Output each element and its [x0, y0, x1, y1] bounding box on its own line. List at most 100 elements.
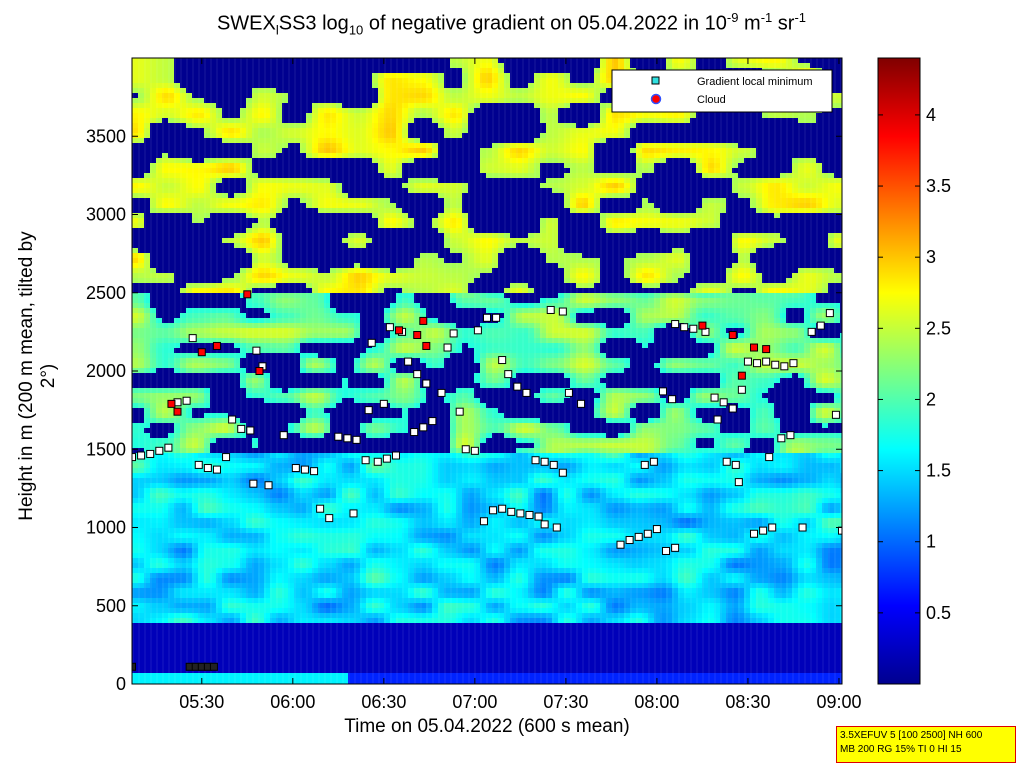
gradient-min-marker — [188, 334, 197, 343]
gradient-min-marker — [146, 449, 155, 458]
cloud-marker — [422, 341, 431, 350]
legend-box — [611, 69, 833, 113]
colorbar-scale — [877, 57, 921, 685]
gradient-min-marker — [364, 406, 373, 415]
gradient-min-marker — [343, 434, 352, 443]
gradient-min-marker — [246, 426, 255, 435]
heatmap-field — [132, 58, 842, 684]
cloud-marker — [762, 345, 771, 354]
legend-marker-min — [651, 76, 660, 85]
gradient-min-marker — [525, 510, 534, 519]
gradient-min-marker — [786, 431, 795, 440]
gradient-min-marker — [534, 512, 543, 521]
gradient-min-marker — [662, 546, 671, 555]
gradient-min-marker — [437, 388, 446, 397]
gradient-min-marker — [237, 424, 246, 433]
gradient-min-marker — [768, 523, 777, 532]
gradient-min-marker — [352, 435, 361, 444]
gradient-min-marker — [771, 360, 780, 369]
colorbar-tick-label: 0.5 — [926, 603, 951, 623]
gradient-min-marker — [798, 523, 807, 532]
x-axis: 05:30 06:00 06:30 07:00 07:30 08:00 08:30 09:00 — [179, 58, 861, 712]
x-tick-label: 08:30 — [725, 692, 770, 712]
gradient-min-marker — [671, 320, 680, 329]
gradient-min-marker — [831, 410, 840, 419]
cloud-marker — [419, 316, 428, 325]
gradient-min-marker — [279, 431, 288, 440]
gradient-min-marker — [334, 432, 343, 441]
gradient-min-marker — [249, 479, 258, 488]
gradient-min-marker — [373, 457, 382, 466]
parameter-line-2: MB 200 RG 15% TI 0 HI 15 — [840, 744, 962, 755]
gradient-min-marker — [625, 536, 634, 545]
cloud-marker — [698, 321, 707, 330]
x-tick-label: 09:00 — [816, 692, 861, 712]
gradient-min-marker — [649, 457, 658, 466]
gradient-min-marker — [564, 388, 573, 397]
marker-layer — [132, 290, 842, 671]
gradient-min-marker — [616, 540, 625, 549]
gradient-min-marker — [264, 481, 273, 490]
gradient-min-marker — [540, 457, 549, 466]
colorbar-tick-label: 3 — [926, 247, 936, 267]
gradient-min-marker — [316, 504, 325, 513]
gradient-min-marker — [577, 399, 586, 408]
gradient-min-marker — [652, 525, 661, 534]
gradient-min-marker — [155, 446, 164, 455]
colorbar-tick-label: 3.5 — [926, 176, 951, 196]
gradient-min-marker — [222, 453, 231, 462]
x-tick-label: 08:00 — [634, 692, 679, 712]
gradient-min-marker — [825, 309, 834, 318]
cloud-marker — [197, 348, 206, 357]
gradient-min-marker — [422, 379, 431, 388]
x-tick-label: 07:00 — [452, 692, 497, 712]
y-tick-label: 2000 — [86, 361, 126, 381]
gradient-min-marker — [291, 464, 300, 473]
gradient-min-marker — [643, 529, 652, 538]
cloud-marker — [395, 326, 404, 335]
gradient-min-marker — [203, 464, 212, 473]
gradient-min-marker — [473, 326, 482, 335]
gradient-min-marker — [737, 385, 746, 394]
cloud-marker — [255, 367, 264, 375]
gradient-min-marker — [428, 417, 437, 426]
gradient-min-marker — [228, 415, 237, 424]
legend-marker-cloud — [650, 93, 662, 105]
gradient-min-marker — [722, 457, 731, 466]
cloud-marker — [173, 407, 182, 416]
gradient-min-marker — [634, 532, 643, 541]
gradient-min-marker — [558, 468, 567, 477]
cloud-marker — [737, 371, 746, 380]
gradient-min-marker — [504, 370, 513, 379]
y-tick-label: 500 — [96, 596, 126, 616]
parameter-line-1: 3.5XEFUV 5 [100 2500] NH 600 — [840, 730, 983, 741]
gradient-min-marker — [164, 443, 173, 452]
gradient-min-marker — [443, 343, 452, 352]
colorbar-tick-label: 1 — [926, 532, 936, 552]
gradient-min-marker — [680, 323, 689, 332]
y-axis: 0 500 1000 1500 2000 2500 3000 3500 — [86, 126, 842, 694]
gradient-min-marker — [461, 445, 470, 454]
y-tick-label: 3500 — [86, 126, 126, 146]
gradient-min-marker — [379, 399, 388, 408]
y-tick-label: 1500 — [86, 439, 126, 459]
gradient-min-marker — [449, 329, 458, 338]
cloud-marker — [212, 341, 221, 350]
x-tick-label: 07:30 — [543, 692, 588, 712]
gradient-min-marker — [640, 460, 649, 469]
gradient-min-marker — [838, 526, 842, 535]
gradient-min-marker — [470, 446, 479, 455]
gradient-min-marker — [385, 323, 394, 332]
gradient-min-marker — [137, 451, 146, 460]
near-ground-marker — [132, 662, 136, 671]
gradient-min-marker — [513, 382, 522, 391]
chart-title: SWEXlSS3 log10 of negative gradient on 0… — [216, 10, 807, 38]
gradient-min-marker — [531, 456, 540, 465]
colorbar-tick-label: 2 — [926, 389, 936, 409]
gradient-min-marker — [816, 321, 825, 330]
gradient-min-marker — [689, 324, 698, 333]
cloud-marker — [728, 331, 737, 340]
gradient-min-marker — [367, 338, 376, 347]
colorbar-tick-label: 4 — [926, 105, 936, 125]
colorbar-tick-label: 1.5 — [926, 461, 951, 481]
